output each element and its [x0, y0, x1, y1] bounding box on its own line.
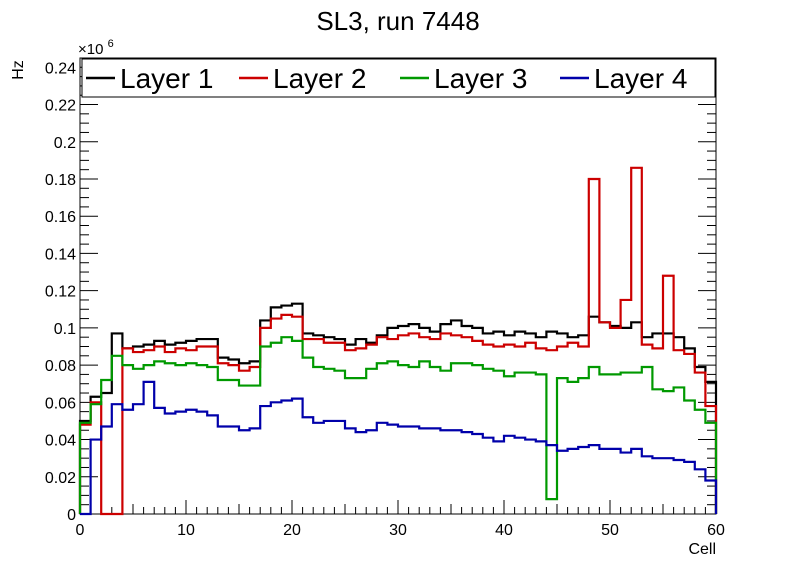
y-tick-label: 0.06 [45, 395, 76, 412]
legend-label-layer-3: Layer 3 [434, 63, 527, 94]
x-tick-label: 60 [707, 522, 725, 539]
y-tick-label: 0.16 [45, 209, 76, 226]
series-layer-3 [78, 336, 718, 514]
y-tick-label: 0.14 [45, 246, 76, 263]
y-exponent-base: ×10 [78, 41, 103, 58]
series-layer-4 [80, 380, 718, 516]
y-tick-label: 0 [67, 507, 76, 524]
axis-ticks: 0 10 20 30 40 50 60 0 0.02 0.04 0.06 0.08 0.1 0.12 0.1… [45, 58, 725, 539]
y-tick-label: 0.08 [45, 358, 76, 375]
plot-frame [79, 57, 717, 515]
legend: Layer 1 Layer 2 Layer 3 Layer 4 [81, 58, 716, 98]
x-tick-label: 20 [283, 522, 301, 539]
x-axis-label: Cell [688, 541, 716, 558]
legend-box [81, 58, 716, 98]
x-tick-label: 30 [389, 522, 407, 539]
y-exponent-label: ×10 6 [78, 38, 114, 58]
y-tick-label: 0.04 [45, 433, 76, 450]
x-tick-label: 50 [601, 522, 619, 539]
y-tick-label: 0.12 [45, 284, 76, 301]
legend-label-layer-1: Layer 1 [120, 63, 213, 94]
y-tick-label: 0.02 [45, 470, 76, 487]
x-tick-label: 40 [495, 522, 513, 539]
y-tick-label: 0.22 [45, 98, 76, 115]
chart-title: SL3, run 7448 [316, 6, 479, 36]
legend-label-layer-4: Layer 4 [594, 63, 687, 94]
series-line [78, 166, 718, 516]
y-exponent-power: 6 [108, 38, 114, 50]
y-tick-label: 0.24 [45, 60, 76, 77]
y-tick-label: 0.2 [54, 135, 76, 152]
series-layer [78, 166, 718, 516]
series-line [78, 336, 718, 514]
y-axis-label: Hz [10, 60, 27, 80]
x-tick-label: 10 [177, 522, 195, 539]
series-line [80, 380, 718, 516]
y-tick-label: 0.18 [45, 172, 76, 189]
legend-label-layer-2: Layer 2 [273, 63, 366, 94]
series-layer-2 [78, 166, 718, 516]
x-tick-label: 0 [76, 522, 85, 539]
y-tick-label: 0.1 [54, 321, 76, 338]
